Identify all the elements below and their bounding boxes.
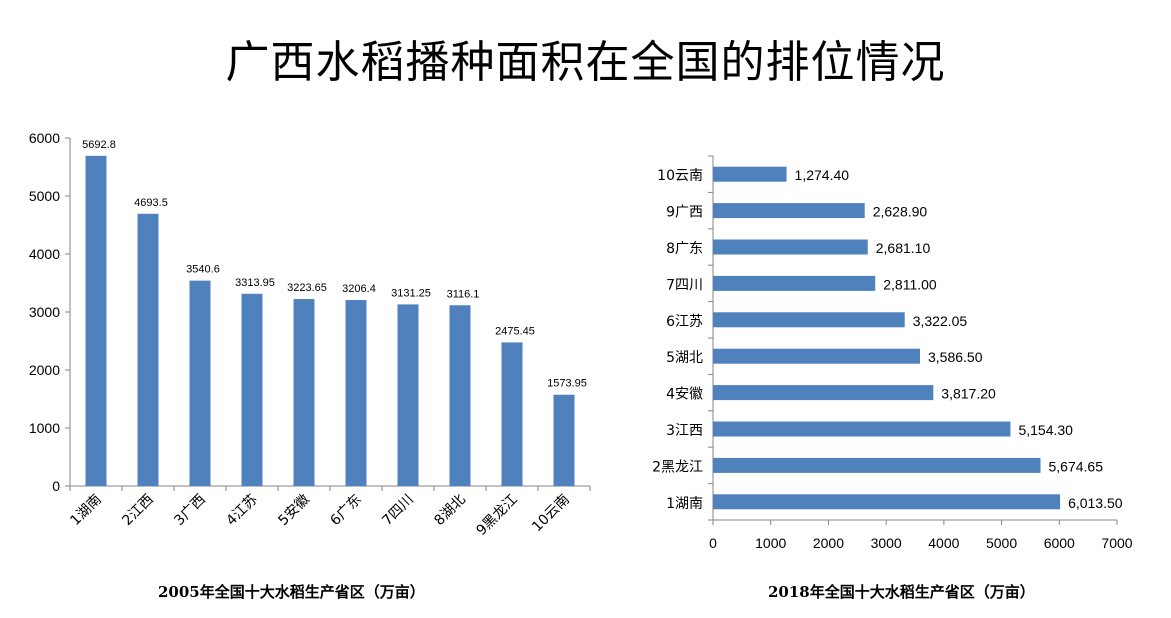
category-label: 10云南	[657, 168, 703, 184]
category-label: 1湖南	[666, 496, 703, 512]
bar-8	[449, 305, 471, 486]
y-tick-label: 1000	[29, 420, 60, 436]
y-tick-label: 2000	[29, 362, 60, 378]
data-label: 1573.95	[547, 378, 587, 390]
y-tick-label: 0	[52, 478, 60, 494]
bar-3	[189, 280, 211, 486]
bar-7	[397, 304, 419, 486]
data-label: 4693.5	[134, 197, 168, 209]
category-label: 10云南	[529, 492, 573, 536]
data-label: 2,628.90	[873, 204, 928, 220]
y-tick-label: 4000	[29, 246, 60, 262]
data-label: 2,681.10	[876, 240, 931, 256]
data-label: 3,322.05	[913, 313, 968, 329]
bar-10	[713, 166, 787, 182]
category-label: 6江苏	[666, 314, 703, 330]
category-label: 7四川	[666, 277, 703, 293]
data-label: 3540.6	[186, 264, 220, 276]
x-tick-label: 3000	[871, 535, 902, 551]
data-label: 3223.65	[287, 282, 327, 294]
bar-10	[553, 394, 575, 486]
bar-1	[85, 155, 107, 486]
data-label: 5,674.65	[1049, 458, 1104, 474]
category-label: 5安徽	[275, 492, 312, 529]
x-tick-label: 5000	[986, 535, 1017, 551]
chart-2005-caption: 2005年全国十大水稻生产省区（万亩）	[158, 583, 425, 601]
category-label: 8广东	[666, 241, 703, 257]
bar-6	[345, 300, 367, 486]
x-tick-label: 7000	[1101, 535, 1132, 551]
bar-2	[137, 213, 159, 486]
category-label: 8湖北	[431, 492, 468, 529]
data-label: 5,154.30	[1018, 422, 1073, 438]
data-label: 3131.25	[391, 287, 431, 299]
bar-5	[293, 299, 315, 486]
bar-4	[713, 385, 934, 401]
category-label: 1湖南	[67, 492, 104, 529]
category-label: 3江西	[666, 423, 703, 439]
chart-2005-vertical-bar: 0 1000 2000 3000 4000 5000 6000 5692.8 1湖南 4693.5…	[29, 130, 591, 539]
bar-3	[713, 421, 1011, 437]
bar-6	[713, 312, 905, 328]
x-tick-label: 6000	[1044, 535, 1075, 551]
x-tick-label: 4000	[928, 535, 959, 551]
bar-5	[713, 348, 920, 364]
data-label: 3116.1	[447, 288, 480, 300]
chart-2018-horizontal-bar: 0 1000 2000 3000 4000 5000 6000 7000 6,013.50 1湖南…	[652, 155, 1133, 551]
bar-2	[713, 457, 1041, 473]
x-tick-label: 2000	[813, 535, 844, 551]
bar-9	[501, 342, 523, 486]
category-label: 9广西	[666, 205, 703, 221]
data-label: 6,013.50	[1068, 495, 1123, 511]
page-title: 广西水稻播种面积在全国的排位情况	[225, 37, 946, 88]
bar-1	[713, 494, 1061, 510]
category-label: 6广东	[327, 492, 364, 529]
data-label: 2475.45	[495, 325, 535, 337]
data-label: 2,811.00	[883, 276, 937, 292]
category-label: 3广西	[171, 492, 208, 529]
bar-7	[713, 275, 876, 291]
data-label: 3,817.20	[941, 386, 996, 402]
y-tick-label: 3000	[29, 304, 60, 320]
data-label: 1,274.40	[795, 167, 850, 183]
y-tick-label: 6000	[29, 130, 60, 146]
category-label: 2江西	[119, 492, 156, 529]
data-label: 3206.4	[342, 283, 376, 295]
x-tick-label: 0	[709, 535, 717, 551]
category-label: 9黑龙江	[474, 492, 521, 539]
data-label: 3,586.50	[928, 349, 983, 365]
chart-2018-caption: 2018年全国十大水稻生产省区（万亩）	[768, 583, 1035, 601]
category-label: 5湖北	[666, 350, 703, 366]
bar-4	[241, 293, 263, 486]
data-label: 3313.95	[235, 277, 275, 289]
category-label: 2黑龙江	[652, 459, 703, 475]
x-tick-label: 1000	[755, 535, 786, 551]
data-label: 5692.8	[82, 139, 116, 151]
category-label: 4江苏	[223, 492, 260, 529]
category-label: 4安徽	[666, 387, 703, 403]
y-tick-label: 5000	[29, 188, 60, 204]
bar-9	[713, 203, 865, 219]
bar-8	[713, 239, 868, 255]
category-label: 7四川	[379, 492, 416, 529]
